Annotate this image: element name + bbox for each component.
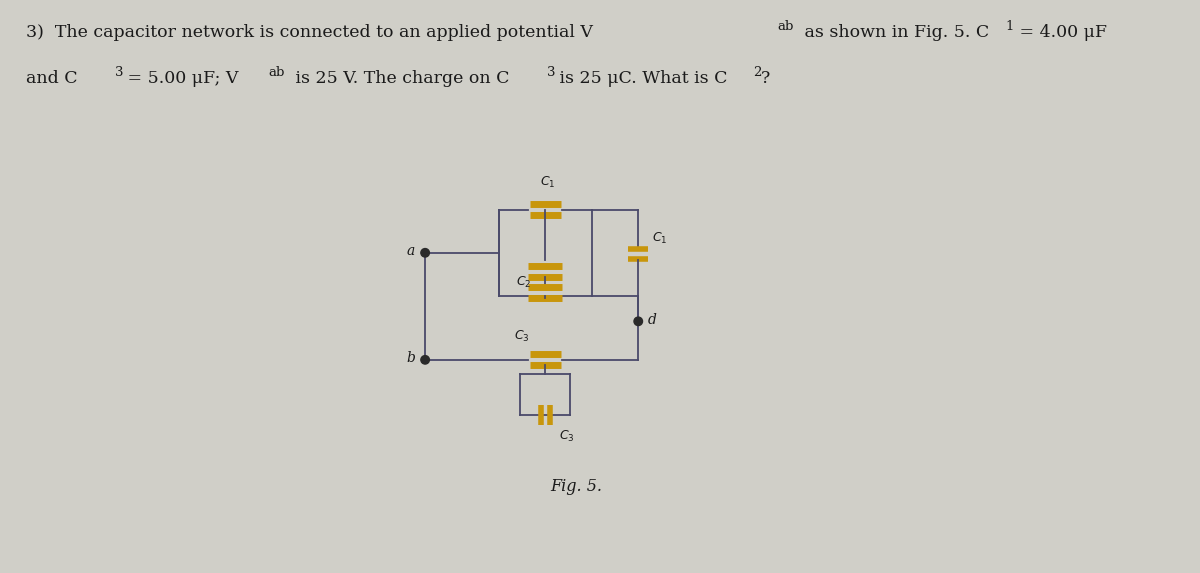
Circle shape: [634, 317, 642, 325]
Text: 3: 3: [547, 66, 556, 79]
Text: $C_3$: $C_3$: [514, 328, 530, 344]
Text: = 5.00 μF; V: = 5.00 μF; V: [122, 70, 239, 87]
Circle shape: [421, 249, 430, 257]
Text: ab: ab: [269, 66, 286, 79]
Text: 1: 1: [1006, 20, 1014, 33]
Text: $C_2$: $C_2$: [516, 274, 532, 289]
Text: as shown in Fig. 5. C: as shown in Fig. 5. C: [799, 24, 990, 41]
Text: b: b: [406, 351, 415, 365]
Circle shape: [421, 356, 430, 364]
Text: $C_3$: $C_3$: [559, 429, 575, 444]
Text: is 25 μC. What is C: is 25 μC. What is C: [554, 70, 728, 87]
Text: and C: and C: [26, 70, 78, 87]
Text: ?: ?: [761, 70, 770, 87]
Text: is 25 V. The charge on C: is 25 V. The charge on C: [290, 70, 510, 87]
Text: Fig. 5.: Fig. 5.: [551, 478, 602, 496]
Text: 2: 2: [754, 66, 762, 79]
Text: = 4.00 μF: = 4.00 μF: [1014, 24, 1108, 41]
Text: 3: 3: [115, 66, 124, 79]
Text: ab: ab: [778, 20, 794, 33]
Text: d: d: [648, 313, 656, 327]
Text: a: a: [407, 244, 415, 258]
Text: $C_1$: $C_1$: [653, 231, 667, 246]
Text: $C_1$: $C_1$: [540, 175, 556, 190]
Text: 3)  The capacitor network is connected to an applied potential V: 3) The capacitor network is connected to…: [26, 24, 593, 41]
